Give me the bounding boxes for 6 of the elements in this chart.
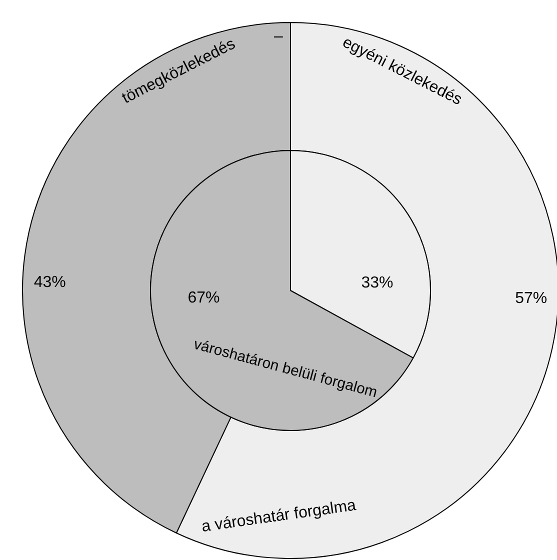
slice-label: a városhatár forgalma [200,497,358,536]
data-label: 67% [188,290,220,307]
data-label: 57% [515,290,548,308]
text: – [274,28,284,45]
data-label: 43% [34,274,66,291]
data-label: 33% [361,274,394,292]
